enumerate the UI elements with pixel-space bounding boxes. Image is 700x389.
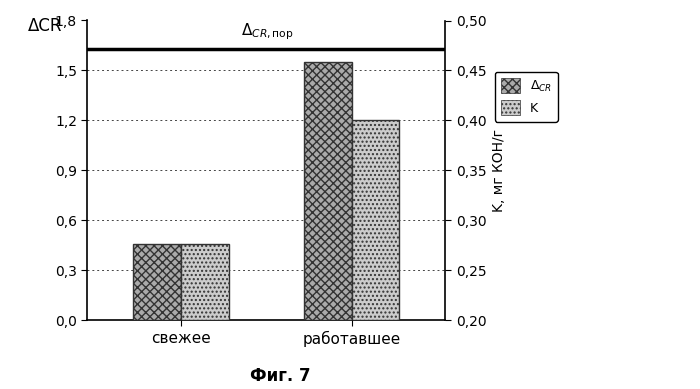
Text: Фиг. 7: Фиг. 7 [250,367,310,385]
Bar [351,121,400,320]
Bar [181,244,229,320]
Bar [134,244,181,320]
Bar [304,62,351,320]
Text: $\Delta_{CR,\mathregular{пор}}$: $\Delta_{CR,\mathregular{пор}}$ [241,21,293,42]
Y-axis label: K, мг КОН/г: K, мг КОН/г [492,129,506,212]
Legend: $\Delta_{CR}$, K: $\Delta_{CR}$, K [495,72,558,121]
Y-axis label: ΔCR: ΔCR [28,18,62,35]
